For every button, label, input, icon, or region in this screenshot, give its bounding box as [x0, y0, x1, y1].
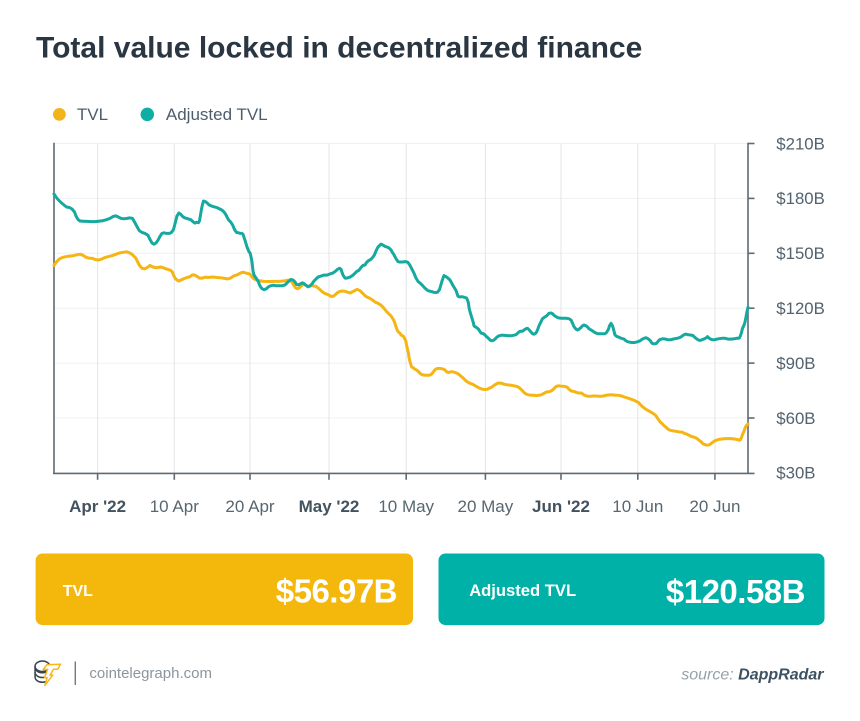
- svg-text:TVL: TVL: [77, 105, 108, 124]
- svg-text:Apr '22: Apr '22: [69, 497, 126, 516]
- svg-text:20 Apr: 20 Apr: [225, 497, 274, 516]
- svg-text:Total value locked in decentra: Total value locked in decentralized fina…: [36, 32, 642, 65]
- svg-text:May '22: May '22: [299, 497, 360, 516]
- svg-text:$120B: $120B: [776, 299, 825, 318]
- svg-text:TVL: TVL: [63, 583, 93, 600]
- svg-text:20 Jun: 20 Jun: [689, 497, 740, 516]
- svg-text:$56.97B: $56.97B: [276, 573, 397, 610]
- svg-text:10 May: 10 May: [378, 497, 434, 516]
- svg-text:$30B: $30B: [776, 464, 815, 483]
- svg-text:source: DappRadar: source: DappRadar: [681, 667, 824, 684]
- svg-text:Adjusted TVL: Adjusted TVL: [469, 581, 576, 600]
- svg-text:$60B: $60B: [776, 409, 815, 428]
- svg-text:20 May: 20 May: [458, 497, 514, 516]
- svg-text:$90B: $90B: [776, 354, 815, 373]
- svg-text:Adjusted TVL: Adjusted TVL: [166, 105, 268, 124]
- svg-text:10 Jun: 10 Jun: [612, 497, 663, 516]
- svg-text:$180B: $180B: [776, 189, 825, 208]
- svg-text:10 Apr: 10 Apr: [150, 497, 199, 516]
- svg-text:cointelegraph.com: cointelegraph.com: [89, 665, 212, 682]
- svg-text:$120.58B: $120.58B: [666, 573, 805, 610]
- svg-text:Jun '22: Jun '22: [532, 497, 590, 516]
- svg-text:$150B: $150B: [776, 244, 825, 263]
- svg-text:$210B: $210B: [776, 134, 825, 153]
